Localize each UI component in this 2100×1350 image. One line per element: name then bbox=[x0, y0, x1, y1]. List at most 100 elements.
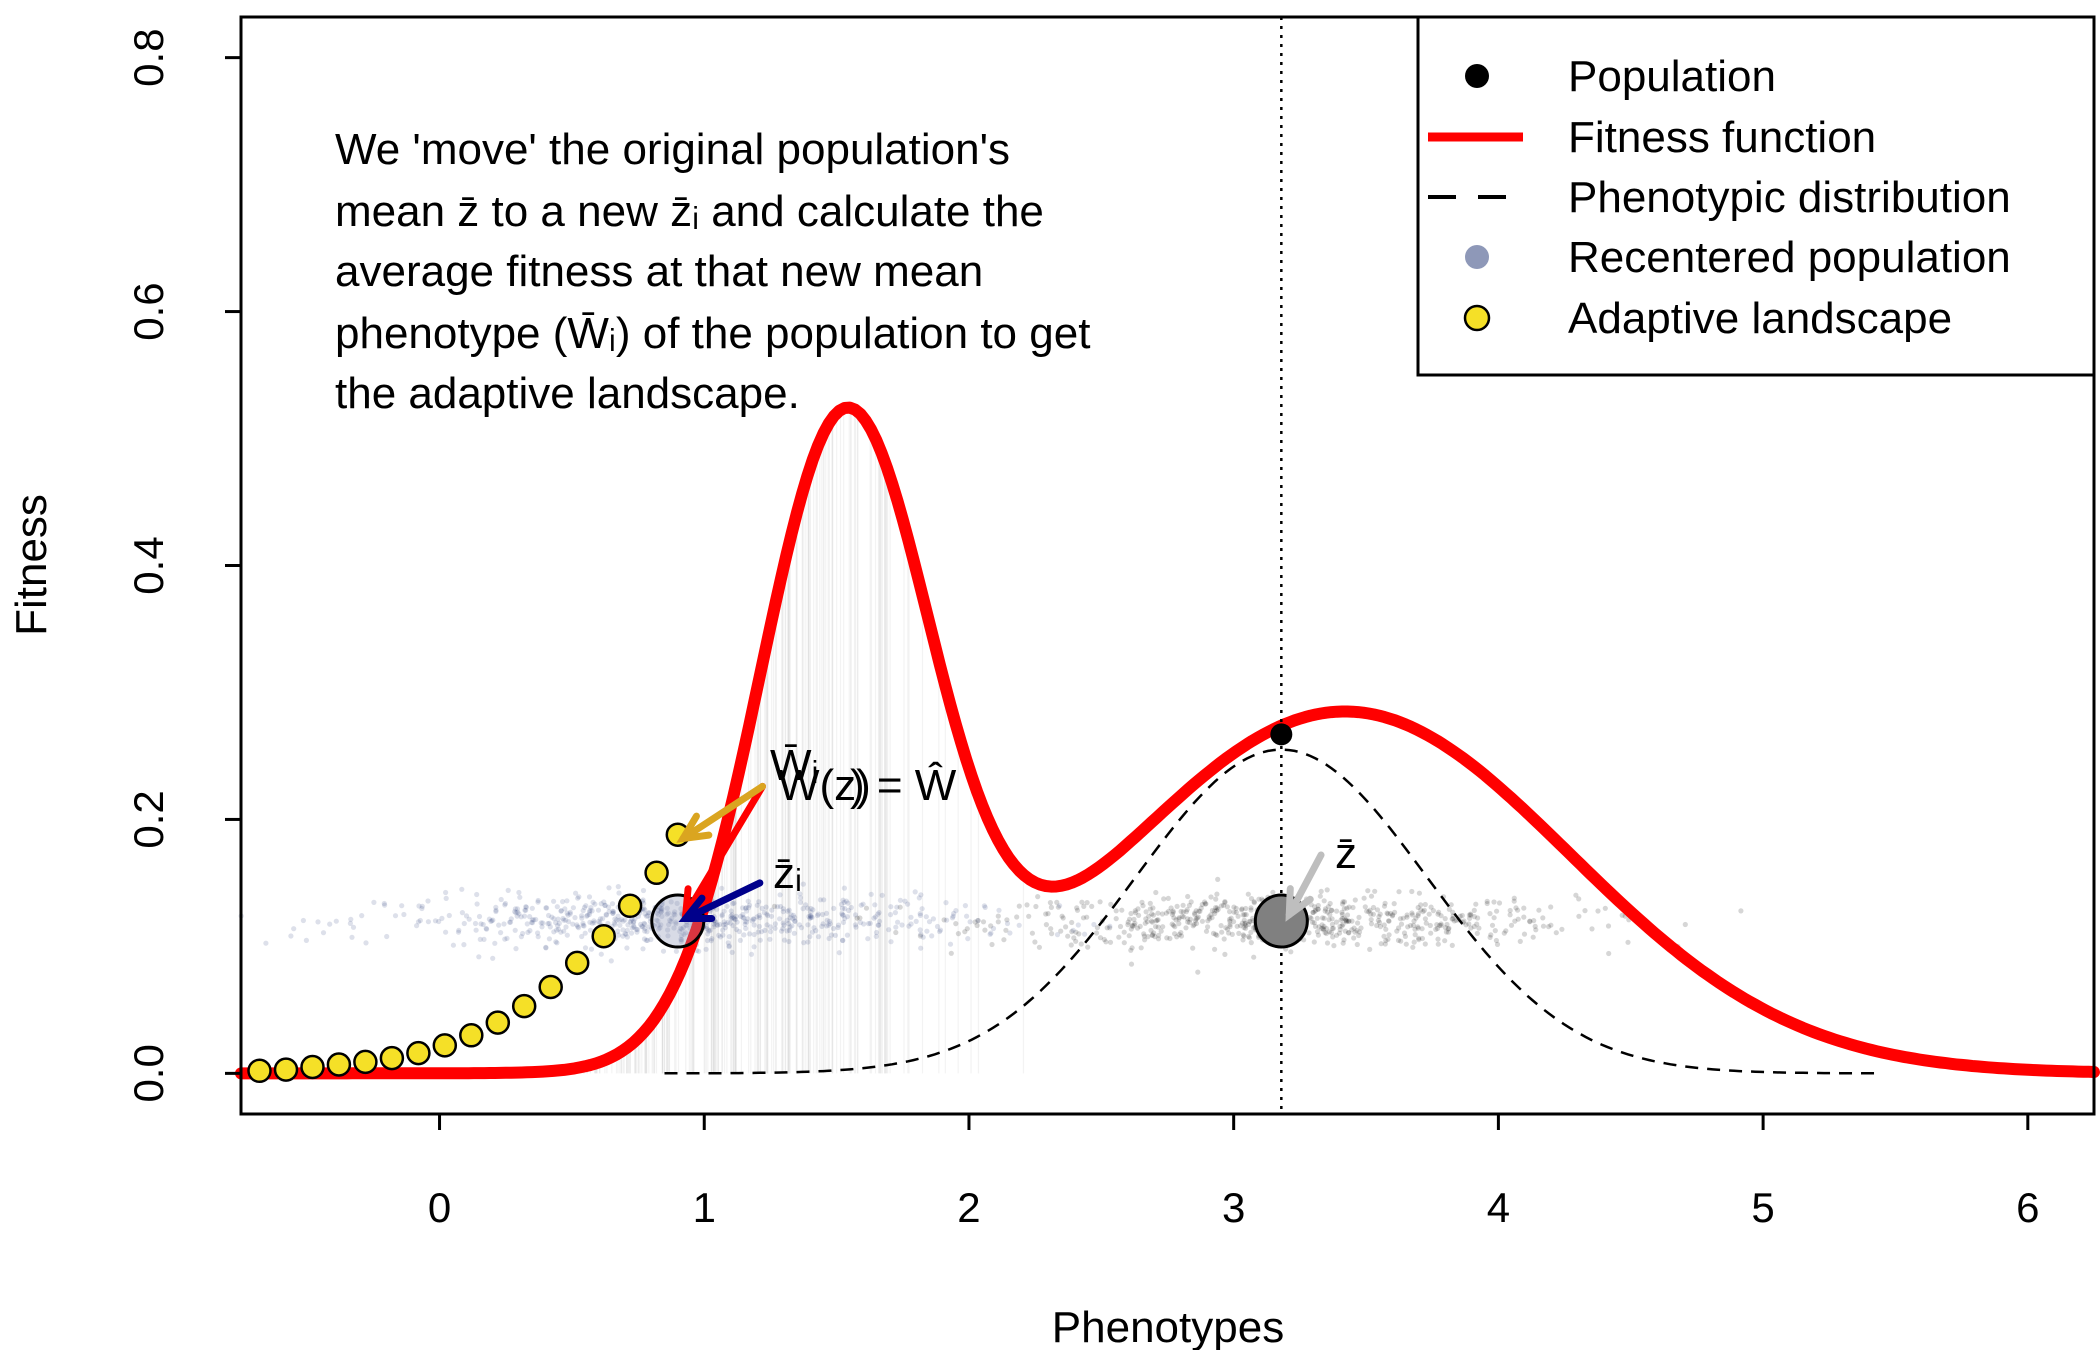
recentered-jitter-point bbox=[673, 919, 679, 925]
population-jitter-point bbox=[1307, 914, 1313, 921]
population-jitter-point bbox=[1235, 913, 1241, 919]
recentered-jitter-point bbox=[521, 913, 528, 919]
population-jitter-point bbox=[1242, 925, 1249, 931]
recentered-jitter-point bbox=[815, 934, 822, 940]
recentered-jitter-point bbox=[579, 915, 585, 921]
recentered-jitter-point bbox=[658, 922, 664, 928]
recentered-jitter-point bbox=[678, 936, 684, 943]
population-jitter-point bbox=[1326, 929, 1332, 935]
recentered-jitter-point bbox=[517, 894, 523, 900]
population-jitter-point bbox=[1533, 927, 1539, 933]
recentered-jitter-point bbox=[726, 934, 732, 940]
recentered-jitter-point bbox=[844, 932, 851, 938]
recentered-jitter-point bbox=[480, 921, 486, 928]
population-jitter-point bbox=[1446, 906, 1452, 912]
population-jitter-point bbox=[1128, 961, 1135, 967]
population-jitter-point bbox=[1133, 910, 1139, 916]
recentered-jitter-point bbox=[679, 926, 685, 932]
population-jitter-point bbox=[1372, 888, 1378, 894]
recentered-jitter-point bbox=[785, 920, 792, 927]
recentered-jitter-point bbox=[839, 911, 845, 917]
population-jitter-point bbox=[1130, 923, 1136, 930]
population-jitter-point bbox=[1097, 935, 1104, 941]
recentered-jitter-point bbox=[917, 912, 924, 919]
recentered-jitter-point bbox=[560, 915, 566, 922]
fitness-value-arrow bbox=[682, 782, 766, 919]
population-jitter-point bbox=[1033, 903, 1039, 910]
population-jitter-point bbox=[1435, 936, 1441, 942]
population-jitter-point bbox=[1323, 925, 1329, 932]
population-jitter-point bbox=[1176, 915, 1182, 921]
population-jitter-point bbox=[1214, 932, 1220, 938]
recentered-jitter-point bbox=[459, 910, 465, 916]
x-tick-label: 4 bbox=[1487, 1184, 1510, 1231]
recentered-jitter-point bbox=[742, 919, 748, 925]
population-jitter-point bbox=[1145, 934, 1151, 940]
recentered-jitter-point bbox=[840, 897, 846, 903]
population-jitter-point bbox=[1377, 924, 1383, 930]
population-jitter-point bbox=[1325, 904, 1331, 910]
population-jitter-point bbox=[1071, 935, 1077, 941]
recentered-jitter-point bbox=[780, 926, 786, 932]
recentered-jitter-point bbox=[551, 916, 557, 922]
recentered-jitter-point bbox=[415, 919, 422, 925]
recentered-jitter-point bbox=[634, 929, 640, 935]
recentered-jitter-point bbox=[964, 913, 970, 919]
recentered-jitter-point bbox=[665, 933, 671, 939]
population-jitter-point bbox=[1117, 923, 1124, 930]
population-jitter-point bbox=[1619, 912, 1625, 918]
recentered-jitter-point bbox=[801, 940, 807, 946]
recentered-jitter-point bbox=[746, 905, 752, 911]
population-jitter-point bbox=[1080, 915, 1087, 921]
recentered-jitter-point bbox=[645, 910, 652, 916]
recentered-jitter-point bbox=[597, 916, 604, 922]
recentered-jitter-point bbox=[704, 937, 711, 944]
population-jitter-point bbox=[1170, 909, 1176, 916]
recentered-jitter-point bbox=[679, 937, 685, 943]
population-jitter-point bbox=[1180, 909, 1186, 915]
legend-recentered-swatch bbox=[1465, 245, 1489, 269]
recentered-jitter-point bbox=[642, 925, 648, 931]
population-jitter-point bbox=[1185, 919, 1191, 925]
recentered-jitter-point bbox=[740, 905, 746, 911]
population-jitter-point bbox=[1475, 915, 1481, 921]
population-jitter-point bbox=[1436, 909, 1442, 915]
recentered-jitter-point bbox=[902, 898, 908, 904]
population-jitter-point bbox=[1385, 936, 1391, 942]
recentered-jitter-point bbox=[315, 919, 321, 925]
population-jitter-point bbox=[1474, 921, 1480, 927]
population-jitter-point bbox=[1576, 896, 1582, 902]
recentered-jitter-point bbox=[502, 900, 508, 907]
recentered-jitter-point bbox=[756, 923, 763, 930]
recentered-jitter-point bbox=[807, 913, 814, 919]
recentered-jitter-point bbox=[826, 935, 832, 942]
population-jitter-point bbox=[1029, 930, 1035, 936]
population-jitter-point bbox=[1415, 913, 1421, 919]
recentered-jitter-point bbox=[657, 925, 663, 931]
recentered-jitter-point bbox=[894, 904, 900, 910]
recentered-jitter-point bbox=[371, 899, 377, 906]
population-jitter-point bbox=[1170, 922, 1177, 928]
recentered-jitter-point bbox=[920, 934, 926, 940]
recentered-jitter-point bbox=[975, 918, 981, 924]
recentered-jitter-point bbox=[792, 918, 798, 925]
population-jitter-point bbox=[1199, 918, 1205, 924]
recentered-jitter-point bbox=[774, 904, 781, 910]
population-jitter-point bbox=[1128, 910, 1134, 917]
population-jitter-point bbox=[1331, 943, 1337, 949]
population-jitter-point bbox=[1336, 930, 1343, 936]
population-jitter-point bbox=[1411, 918, 1417, 924]
population-jitter-point bbox=[1248, 929, 1254, 936]
population-jitter-point bbox=[989, 941, 995, 948]
population-jitter-point bbox=[1222, 899, 1228, 906]
recentered-jitter-point bbox=[865, 921, 872, 927]
recentered-jitter-point bbox=[720, 927, 726, 933]
population-jitter-point bbox=[1032, 939, 1038, 945]
population-jitter-point bbox=[1176, 921, 1182, 927]
population-jitter-point bbox=[1488, 932, 1494, 938]
recentered-jitter-point bbox=[797, 895, 804, 901]
population-jitter-point bbox=[1135, 925, 1141, 931]
recentered-jitter-point bbox=[949, 915, 956, 921]
recentered-jitter-point bbox=[740, 911, 746, 918]
population-jitter-point bbox=[1043, 911, 1049, 917]
